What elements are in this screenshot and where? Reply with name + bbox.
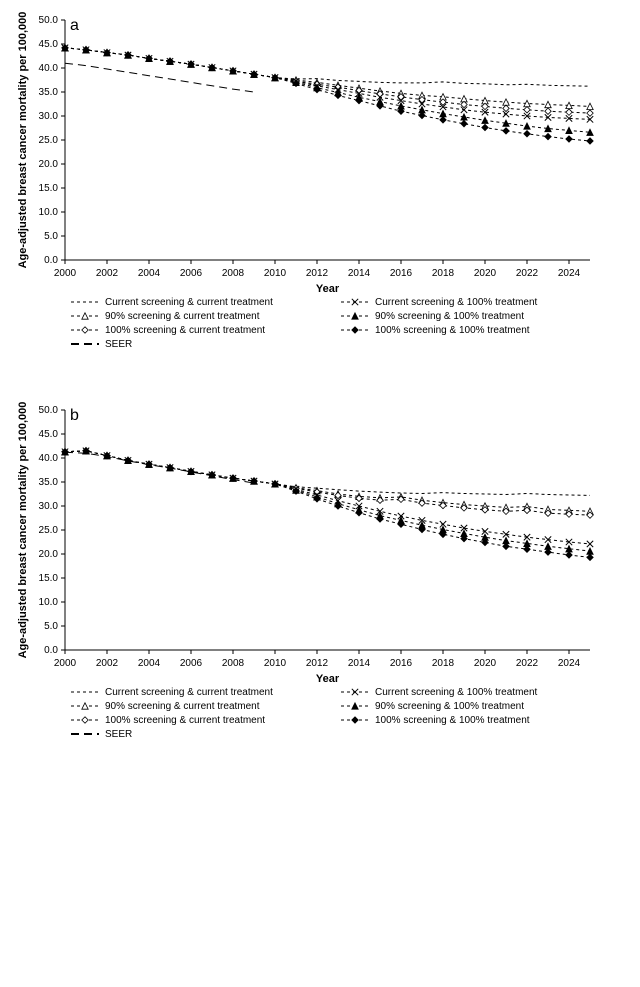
series-seer-line (65, 452, 254, 483)
y-tick-label: 15.0 (39, 573, 59, 584)
legend-label-s100t100: 100% screening & 100% treatment (375, 325, 530, 336)
panel-a: 0.0 5.0 10.0 15.0 20.0 25.0 30.0 35.0 40.0 45.0 50… (10, 10, 630, 380)
x-tick-label: 2000 (54, 658, 77, 669)
y-tick-label: 10.0 (39, 207, 59, 218)
panel-b: 0.0 5.0 10.0 15.0 20.0 25.0 30.0 35.0 40.0 45.0 50… (10, 400, 630, 770)
x-tick-label: 2002 (96, 658, 119, 669)
y-tick-label: 5.0 (44, 621, 58, 632)
legend-label-s100ct: 100% screening & current treatment (105, 715, 265, 726)
x-tick-label: 2022 (516, 658, 539, 669)
x-tick-label: 2016 (390, 268, 413, 279)
chart-a-svg: 0.0 5.0 10.0 15.0 20.0 25.0 30.0 35.0 40.0 45.0 50… (10, 10, 610, 380)
chart-b-svg: 0.0 5.0 10.0 15.0 20.0 25.0 30.0 35.0 40.0 45.0 50… (10, 400, 610, 770)
x-tick-label: 2004 (138, 268, 161, 279)
legend-label-cst100: Current screening & 100% treatment (375, 687, 538, 698)
y-tick-label: 30.0 (39, 501, 59, 512)
legend-label-seer: SEER (105, 729, 132, 740)
y-tick-label: 0.0 (44, 645, 58, 656)
panel-letter: a (70, 17, 79, 34)
legend-label-s90t100: 90% screening & 100% treatment (375, 701, 524, 712)
x-tick-label: 2008 (222, 658, 245, 669)
legend-label-csct: Current screening & current treatment (105, 687, 273, 698)
x-tick-label: 2006 (180, 658, 203, 669)
y-tick-label: 45.0 (39, 429, 59, 440)
legend-label-s100ct: 100% screening & current treatment (105, 325, 265, 336)
x-tick-label: 2008 (222, 268, 245, 279)
series-csct-line (65, 451, 590, 496)
y-tick-label: 25.0 (39, 135, 59, 146)
x-tick-label: 2010 (264, 268, 287, 279)
x-tick-label: 2024 (558, 658, 581, 669)
y-tick-label: 0.0 (44, 255, 58, 266)
y-tick-label: 35.0 (39, 477, 59, 488)
x-tick-label: 2018 (432, 268, 455, 279)
y-tick-label: 20.0 (39, 159, 59, 170)
x-tick-label: 2024 (558, 268, 581, 279)
x-axis-title: Year (316, 673, 340, 685)
y-tick-label: 10.0 (39, 597, 59, 608)
y-tick-label: 50.0 (39, 405, 59, 416)
x-tick-label: 2022 (516, 268, 539, 279)
y-tick-label: 40.0 (39, 453, 59, 464)
x-tick-label: 2006 (180, 268, 203, 279)
y-axis-title: Age-adjusted breast cancer mortality per… (17, 402, 29, 659)
x-tick-label: 2004 (138, 658, 161, 669)
series-s90t100-line (65, 48, 590, 133)
series-s100t100-line (65, 48, 590, 141)
figure-container: 0.0 5.0 10.0 15.0 20.0 25.0 30.0 35.0 40.0 45.0 50… (10, 10, 630, 770)
y-tick-label: 40.0 (39, 63, 59, 74)
y-tick-label: 15.0 (39, 183, 59, 194)
x-tick-label: 2002 (96, 268, 119, 279)
y-tick-label: 25.0 (39, 525, 59, 536)
y-tick-label: 20.0 (39, 549, 59, 560)
y-tick-label: 5.0 (44, 231, 58, 242)
x-tick-label: 2012 (306, 268, 329, 279)
legend-label-s90t100: 90% screening & 100% treatment (375, 311, 524, 322)
series-s100ct-line (65, 451, 590, 515)
panel-letter: b (70, 407, 79, 424)
y-tick-label: 45.0 (39, 39, 59, 50)
legend-label-csct: Current screening & current treatment (105, 297, 273, 308)
series-cst100-line (65, 451, 590, 544)
legend-label-s90ct: 90% screening & current treatment (105, 701, 260, 712)
x-tick-label: 2020 (474, 268, 497, 279)
x-tick-label: 2016 (390, 658, 413, 669)
series-s90ct-line (65, 451, 590, 512)
legend-label-seer: SEER (105, 339, 132, 350)
x-tick-label: 2018 (432, 658, 455, 669)
x-tick-label: 2020 (474, 658, 497, 669)
x-tick-label: 2012 (306, 658, 329, 669)
legend-label-s100t100: 100% screening & 100% treatment (375, 715, 530, 726)
y-tick-label: 30.0 (39, 111, 59, 122)
series-s90ct-line (65, 48, 590, 107)
series-csct-line (65, 48, 590, 86)
y-tick-label: 50.0 (39, 15, 59, 26)
x-tick-label: 2014 (348, 658, 371, 669)
x-tick-label: 2014 (348, 268, 371, 279)
series-seer-line (65, 63, 254, 92)
legend-label-s90ct: 90% screening & current treatment (105, 311, 260, 322)
x-tick-label: 2010 (264, 658, 287, 669)
x-axis-title: Year (316, 283, 340, 295)
series-s90t100-line (65, 451, 590, 551)
legend-label-cst100: Current screening & 100% treatment (375, 297, 538, 308)
x-tick-label: 2000 (54, 268, 77, 279)
y-tick-label: 35.0 (39, 87, 59, 98)
y-axis-title: Age-adjusted breast cancer mortality per… (17, 12, 29, 269)
